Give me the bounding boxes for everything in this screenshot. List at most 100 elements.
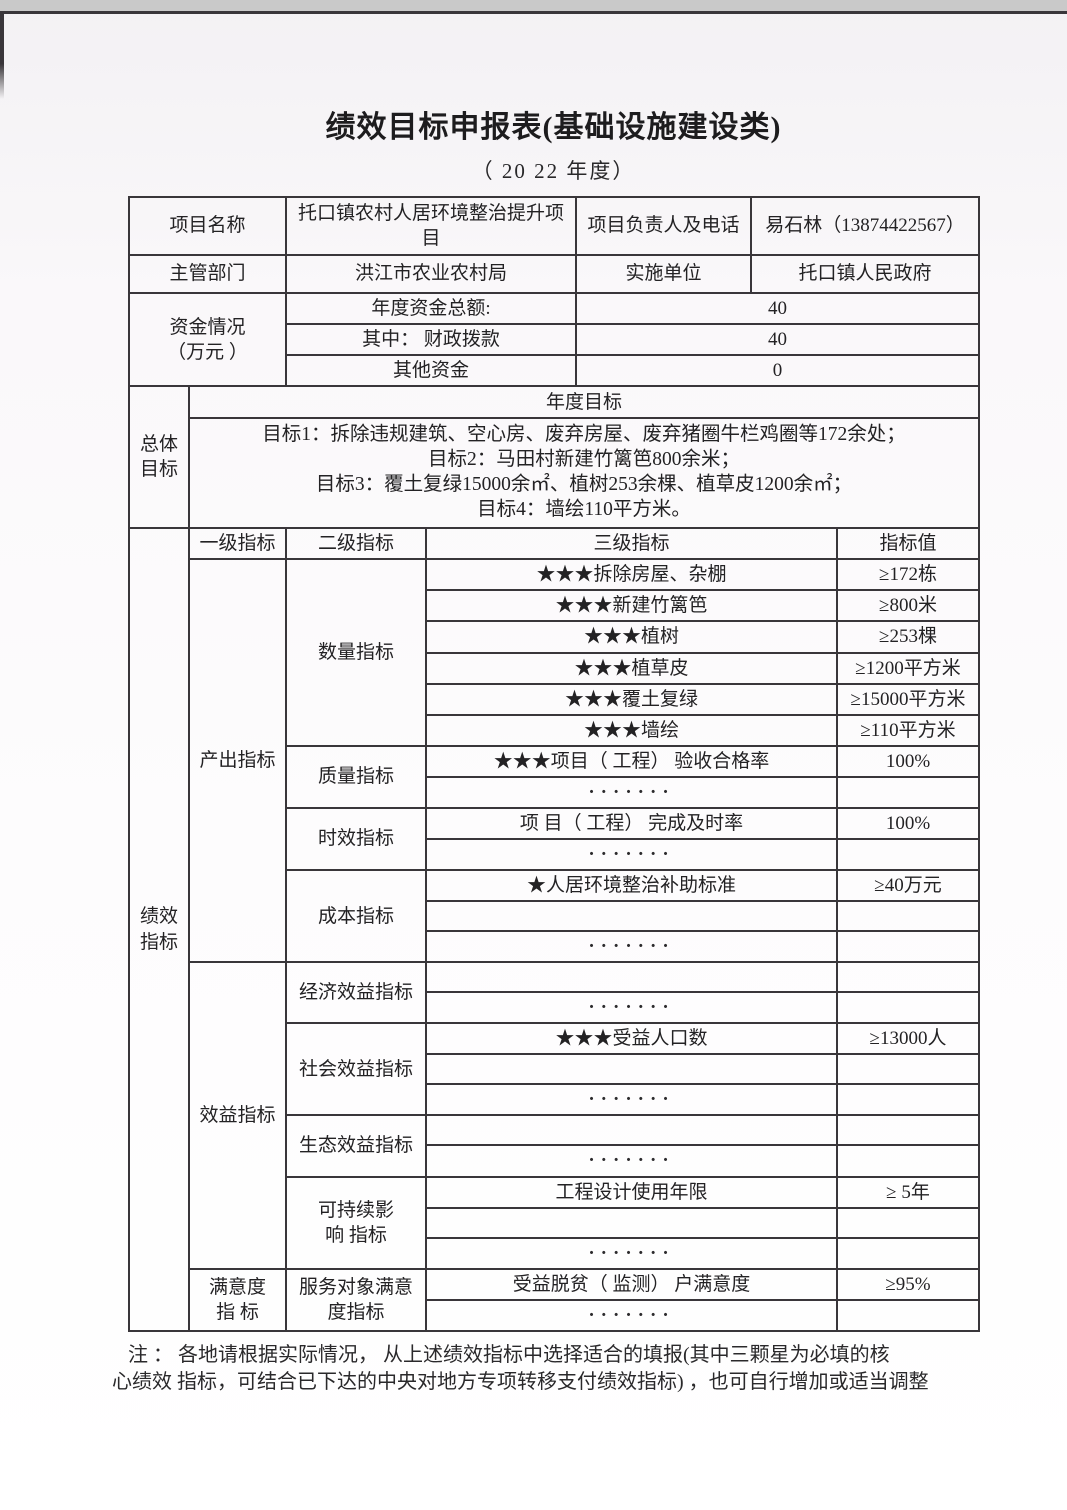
- indicator-row: 可持续影 响 指标 工程设计使用年限 ≥ 5年: [129, 1175, 980, 1270]
- level3-indicator-cell: [425, 900, 838, 933]
- indicator-value-cell: ≥13000人: [836, 1022, 980, 1056]
- indicator-column-header: 三级指标: [425, 527, 838, 561]
- indicator-header-row: 绩效 指标 一级指标 二级指标 三级指标 指标值: [128, 527, 980, 1332]
- indicator-row: ★★★覆土复绿 ≥15000平方米: [129, 682, 980, 716]
- indicator-row: [129, 1053, 980, 1086]
- level2-indicator-cell: 服务对象满意 度指标: [285, 1267, 427, 1332]
- indicator-value-cell: ≥110平方米: [836, 713, 980, 747]
- level3-indicator-cell: ·······: [425, 775, 838, 809]
- photo-top-strip: [0, 0, 1067, 11]
- funding-row-other: 其他资金 0: [129, 354, 980, 388]
- indicator-value-cell: [836, 1206, 980, 1239]
- level3-indicator-cell: ★★★植草皮: [425, 651, 838, 685]
- funding-row-fiscal: 其中： 财政拨款 40: [129, 323, 980, 357]
- funding-section-label: 资金情况 （万元 ）: [128, 291, 287, 388]
- indicator-value-cell: [836, 961, 980, 994]
- funding-fiscal-label: 其中： 财政拨款: [285, 323, 577, 357]
- indicator-value-cell: [836, 1298, 980, 1332]
- goal-item: 目标2：马田村新建竹篱笆800余米；: [427, 449, 740, 471]
- level3-indicator-cell: [425, 1114, 838, 1147]
- funding-other-label: 其他资金: [285, 354, 577, 388]
- indicator-row: ·······: [129, 775, 980, 809]
- footnote-line: 注 ： 各地请根据实际情况， 从上述绩效指标中选择适合的填报(其中三颗星为必填的…: [128, 1343, 890, 1366]
- indicator-row: [129, 900, 980, 933]
- level3-indicator-cell: ·······: [425, 991, 838, 1025]
- department-label: 主管部门: [128, 254, 287, 294]
- indicator-value-cell: [836, 1114, 980, 1147]
- form-year: （ 20 22 年度）: [471, 159, 636, 183]
- level1-indicator-cell: 产出指标: [188, 558, 287, 964]
- level3-indicator-cell: ·······: [425, 1144, 838, 1178]
- funding-fiscal-value: 40: [575, 323, 980, 357]
- footnote-line: 心绩效 指标，可结合已下达的中央对地方专项转移支付绩效指标) ，也可自行增加或适…: [112, 1371, 929, 1394]
- project-name-row: 项目名称 托口镇农村人居环境整治提升项目 项目负责人及电话 易石林（138744…: [128, 196, 980, 256]
- level3-indicator-cell: 受益脱贫（ 监测） 户满意度: [425, 1267, 838, 1301]
- leader-label: 项目负责人及电话: [575, 196, 752, 256]
- leader-value: 易石林（13874422567）: [750, 196, 980, 256]
- level3-indicator-cell: ·······: [425, 930, 838, 964]
- overall-goals-table: 总体 目标 年度目标 目标1：拆除违规建筑、空心房、废弃房屋、废弃猪圈牛栏鸡圈等…: [128, 385, 980, 530]
- indicator-value-cell: ≥40万元: [836, 869, 980, 903]
- indicator-value-cell: ≥800米: [836, 589, 980, 623]
- funding-total-value: 40: [575, 291, 980, 326]
- form-title: 绩效目标申报表(基础设施建设类): [325, 111, 782, 144]
- indicator-row: 成本指标 ★人居环境整治补助标准 ≥40万元: [129, 869, 980, 964]
- implementing-unit-label: 实施单位: [575, 254, 752, 294]
- level3-indicator-cell: ★★★新建竹篱笆: [425, 589, 838, 623]
- level2-indicator-cell: 生态效益指标: [285, 1114, 427, 1178]
- level3-indicator-cell: [425, 961, 838, 994]
- goal-item: 目标4：墙绘110平方米。: [477, 499, 691, 521]
- indicator-column-header: 二级指标: [285, 527, 427, 561]
- level3-indicator-cell: ★人居环境整治补助标准: [425, 869, 838, 903]
- indicator-row: 质量指标 ★★★项目（ 工程） 验收合格率 100%: [129, 744, 980, 809]
- indicator-row: ·······: [129, 930, 980, 964]
- level2-indicator-cell: 经济效益指标: [285, 961, 427, 1025]
- indicator-row: ·······: [129, 838, 980, 872]
- level3-indicator-cell: ★★★拆除房屋、杂棚: [425, 558, 838, 592]
- performance-indicator-section-label: 绩效 指标: [128, 527, 190, 1332]
- indicator-row: 产出指标 数量指标 ★★★拆除房屋、杂棚 ≥172栋: [129, 558, 980, 964]
- level2-indicator-cell: 数量指标: [285, 558, 427, 747]
- indicator-row: ★★★墙绘 ≥110平方米: [129, 713, 980, 747]
- indicator-row: [129, 1206, 980, 1239]
- department-value: 洪江市农业农村局: [285, 254, 577, 294]
- implementing-unit-value: 托口镇人民政府: [750, 254, 980, 294]
- indicator-column-header: 指标值: [836, 527, 980, 561]
- level3-indicator-cell: ★★★项目（ 工程） 验收合格率: [425, 744, 838, 778]
- footnote: 注 ： 各地请根据实际情况， 从上述绩效指标中选择适合的填报(其中三颗星为必填的…: [112, 1342, 992, 1397]
- level2-indicator-cell: 成本指标: [285, 869, 427, 964]
- indicator-row: 生态效益指标: [129, 1114, 980, 1178]
- indicator-value-cell: ≥15000平方米: [836, 682, 980, 716]
- indicator-value-cell: [836, 1144, 980, 1178]
- level3-indicator-cell: 工程设计使用年限: [425, 1175, 838, 1209]
- indicator-value-cell: ≥ 5年: [836, 1175, 980, 1209]
- indicator-value-cell: 100%: [836, 744, 980, 778]
- indicator-value-cell: [836, 1053, 980, 1086]
- level3-indicator-cell: ·······: [425, 1298, 838, 1332]
- level2-indicator-cell: 时效指标: [285, 806, 427, 872]
- indicator-row: 效益指标 经济效益指标: [129, 961, 980, 1270]
- annual-goal-header: 年度目标: [188, 385, 980, 420]
- funding-total-label: 年度资金总额:: [285, 291, 577, 326]
- indicator-row: ·······: [129, 991, 980, 1025]
- project-name-value: 托口镇农村人居环境整治提升项目: [285, 196, 577, 256]
- photo-top-edge: [0, 11, 1067, 14]
- goal-item: 目标1：拆除违规建筑、空心房、废弃房屋、废弃猪圈牛栏鸡圈等172余处；: [262, 424, 906, 446]
- indicator-row: ·······: [129, 1144, 980, 1178]
- level3-indicator-cell: ★★★植树: [425, 620, 838, 654]
- indicator-value-cell: [836, 1236, 980, 1270]
- annual-goal-body-row: 目标1：拆除违规建筑、空心房、废弃房屋、废弃猪圈牛栏鸡圈等172余处； 目标2：…: [129, 417, 980, 530]
- funding-table: 资金情况 （万元 ） 年度资金总额: 40 其中： 财政拨款 40 其他资金 0: [128, 291, 980, 388]
- annual-goal-header-row: 总体 目标 年度目标: [128, 385, 980, 530]
- indicator-row: ·······: [129, 1236, 980, 1270]
- indicator-value-cell: [836, 838, 980, 872]
- level3-indicator-cell: 项 目（ 工程） 完成及时率: [425, 806, 838, 841]
- level2-indicator-cell: 社会效益指标: [285, 1022, 427, 1117]
- department-row: 主管部门 洪江市农业农村局 实施单位 托口镇人民政府: [128, 254, 980, 294]
- funding-other-value: 0: [575, 354, 980, 388]
- indicator-value-cell: [836, 1083, 980, 1117]
- annual-goal-list: 目标1：拆除违规建筑、空心房、废弃房屋、废弃猪圈牛栏鸡圈等172余处； 目标2：…: [188, 417, 980, 530]
- project-info-table: 项目名称 托口镇农村人居环境整治提升项目 项目负责人及电话 易石林（138744…: [128, 196, 980, 294]
- indicator-row: ·······: [129, 1298, 980, 1332]
- indicator-row: ★★★新建竹篱笆 ≥800米: [129, 589, 980, 623]
